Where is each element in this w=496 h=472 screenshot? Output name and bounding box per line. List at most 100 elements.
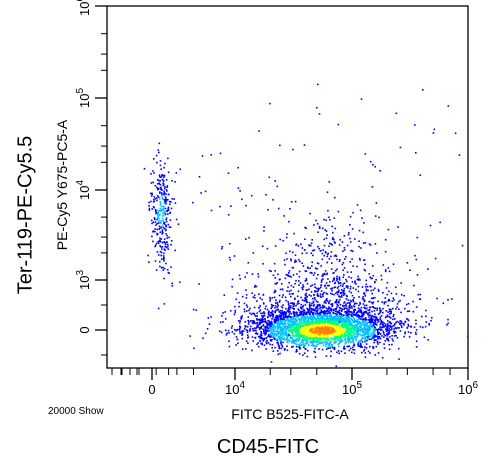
event-dot — [351, 258, 353, 260]
event-dot — [352, 334, 354, 337]
event-dot — [311, 302, 313, 305]
event-dot — [160, 186, 162, 189]
event-dot — [344, 327, 347, 329]
event-dot — [333, 282, 336, 285]
event-dot — [163, 221, 166, 224]
event-dot — [289, 250, 291, 253]
event-dot — [293, 329, 296, 331]
event-dot — [278, 339, 281, 341]
event-dot — [326, 273, 328, 276]
event-dot — [265, 330, 267, 332]
event-dot — [361, 312, 364, 315]
event-dot — [399, 323, 401, 325]
event-dot — [407, 302, 410, 305]
event-dot — [330, 251, 333, 253]
event-dot — [378, 336, 380, 338]
event-dot — [157, 222, 160, 224]
event-dot — [266, 247, 269, 250]
event-dot — [388, 343, 391, 346]
event-dot — [314, 286, 316, 288]
event-dot — [345, 310, 348, 313]
event-dot — [270, 335, 272, 338]
event-dot — [307, 330, 310, 332]
event-dot — [287, 301, 289, 303]
event-dot — [230, 205, 232, 207]
event-dot — [270, 324, 272, 326]
event-dot — [380, 326, 382, 329]
event-dot — [338, 306, 341, 309]
event-dot — [253, 312, 255, 315]
event-dot — [286, 290, 288, 292]
event-dot — [330, 330, 332, 333]
event-dot — [342, 325, 344, 327]
event-dot — [321, 227, 324, 230]
event-dot — [380, 322, 382, 325]
event-dot — [338, 277, 341, 279]
event-dot — [381, 357, 384, 359]
event-dot — [312, 301, 315, 304]
event-dot — [341, 327, 343, 329]
event-dot — [348, 302, 351, 304]
event-dot — [406, 310, 409, 313]
event-dot — [166, 234, 168, 237]
event-dot — [348, 338, 350, 341]
event-dot — [164, 162, 166, 165]
event-dot — [271, 322, 273, 324]
event-dot — [326, 333, 329, 336]
event-dot — [381, 335, 383, 337]
event-dot — [221, 246, 224, 248]
event-dot — [385, 301, 387, 303]
event-dot — [369, 318, 372, 321]
event-dot — [338, 319, 340, 322]
event-dot — [153, 198, 155, 201]
event-dot — [299, 313, 302, 316]
event-dot — [160, 251, 163, 254]
event-dot — [386, 293, 389, 296]
event-dot — [233, 313, 236, 316]
event-dot — [271, 339, 273, 341]
event-dot — [349, 331, 351, 333]
event-dot — [372, 345, 374, 348]
event-dot — [269, 321, 272, 324]
event-dot — [315, 334, 318, 337]
event-dot — [161, 192, 163, 195]
event-dot — [346, 287, 349, 289]
event-dot — [354, 238, 356, 240]
event-dot — [268, 176, 271, 179]
event-dot — [374, 307, 377, 310]
event-dot — [310, 310, 312, 312]
event-dot — [392, 313, 395, 316]
event-dot — [333, 255, 336, 257]
event-dot — [328, 301, 330, 303]
event-dot — [362, 311, 365, 314]
event-dot — [266, 329, 268, 332]
event-dot — [258, 130, 260, 132]
event-dot — [277, 323, 279, 325]
event-dot — [373, 336, 375, 338]
event-dot — [238, 301, 240, 304]
event-dot — [164, 196, 167, 198]
event-dot — [363, 319, 365, 321]
event-dot — [281, 338, 284, 340]
event-dot — [326, 324, 329, 326]
event-dot — [245, 297, 248, 299]
event-dot — [308, 316, 310, 319]
event-dot — [284, 311, 287, 313]
event-dot — [308, 309, 310, 312]
outer-x-axis-label: CD45-FITC — [216, 436, 320, 458]
event-dot — [299, 335, 302, 338]
event-dot — [318, 303, 321, 306]
event-dot — [300, 307, 303, 309]
event-dot — [356, 315, 359, 318]
event-dot — [327, 335, 329, 337]
event-dot — [323, 312, 325, 315]
event-dot — [261, 321, 263, 324]
event-dot — [160, 246, 162, 248]
event-dot — [287, 339, 290, 342]
event-dot — [310, 307, 313, 310]
event-dot — [267, 322, 270, 324]
event-dot — [305, 341, 307, 343]
event-dot — [313, 323, 316, 326]
event-dot — [345, 326, 348, 328]
event-dot — [253, 321, 256, 324]
